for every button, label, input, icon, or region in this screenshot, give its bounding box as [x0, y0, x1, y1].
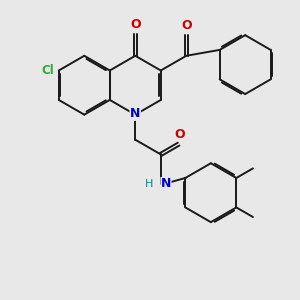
Text: N: N [130, 107, 140, 120]
Text: H: H [145, 179, 153, 189]
Text: O: O [130, 18, 141, 31]
Text: O: O [175, 128, 185, 141]
Text: O: O [181, 19, 192, 32]
Text: N: N [161, 177, 171, 190]
Text: Cl: Cl [42, 64, 54, 77]
